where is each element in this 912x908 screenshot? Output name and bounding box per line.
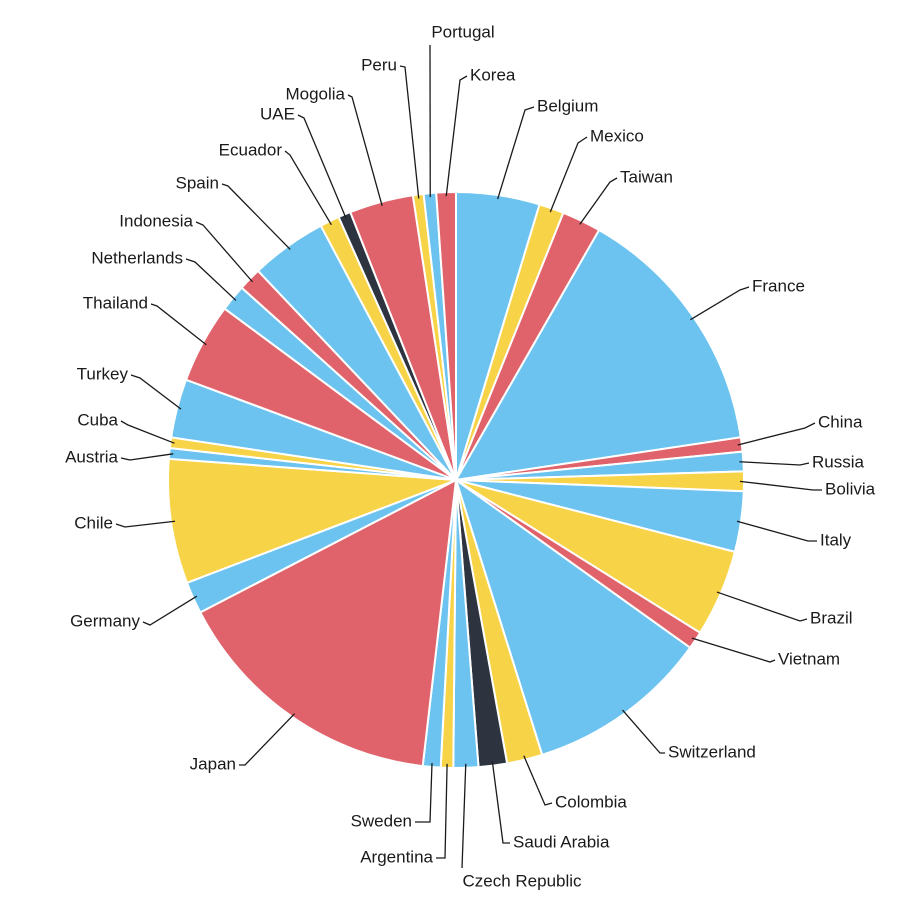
slice-label: Germany: [70, 611, 140, 630]
leader-line: [690, 286, 750, 321]
pie-slice: [198, 478, 458, 768]
slice-label: Thailand: [83, 293, 148, 312]
slice-label: Korea: [470, 65, 516, 84]
slice-label: Argentina: [360, 847, 433, 866]
leader-line: [195, 221, 254, 283]
slice-label: Italy: [820, 530, 852, 549]
leader-line: [579, 177, 618, 225]
leader-line: [491, 761, 510, 844]
leader-line: [716, 591, 808, 622]
leader-line: [297, 114, 347, 219]
slice-label: Saudi Arabia: [513, 832, 610, 851]
leader-line: [120, 453, 174, 461]
leader-line: [739, 480, 822, 491]
slice-label: Mogolia: [285, 84, 345, 103]
slice-label: China: [818, 412, 863, 431]
leader-line: [221, 183, 291, 250]
slice-label: Portugal: [431, 22, 494, 41]
slice-label: Sweden: [351, 811, 412, 830]
leader-line: [150, 303, 207, 346]
slice-label: Colombia: [555, 792, 627, 811]
leader-line: [399, 65, 420, 199]
slice-label: Austria: [65, 447, 118, 466]
slice-label: Belgium: [537, 96, 598, 115]
leader-line: [737, 422, 816, 446]
leader-line: [142, 595, 198, 626]
slice-label: Russia: [812, 452, 865, 471]
slice-label: Chile: [74, 513, 113, 532]
leader-line: [691, 637, 776, 663]
slice-label: Japan: [190, 754, 236, 773]
leader-line: [461, 763, 467, 869]
leader-line: [185, 258, 237, 301]
slice-label: Ecuador: [219, 140, 283, 159]
slice-label: Cuba: [77, 410, 118, 429]
leader-line: [130, 374, 182, 410]
leader-line: [436, 763, 448, 859]
slice-label: Spain: [176, 173, 219, 192]
leader-line: [347, 94, 383, 206]
leader-line: [736, 520, 817, 542]
slice-label: Bolivia: [825, 479, 876, 498]
slice-label: Switzerland: [668, 742, 756, 761]
slice-label: Brazil: [810, 608, 853, 627]
leader-line: [115, 520, 176, 528]
slice-label: Netherlands: [91, 248, 183, 267]
slice-label: Vietnam: [778, 649, 840, 668]
slice-label: Taiwan: [620, 167, 673, 186]
leader-line: [523, 755, 553, 806]
leader-line: [415, 762, 433, 823]
leader-line: [739, 461, 810, 466]
slice-label: UAE: [260, 104, 295, 123]
leader-line: [284, 150, 332, 226]
slice-label: Mexico: [590, 126, 644, 145]
leader-line: [549, 136, 588, 213]
leader-line: [622, 709, 665, 754]
leader-line: [497, 106, 535, 200]
slice-label: France: [752, 276, 805, 295]
slice-label: Peru: [361, 55, 397, 74]
slice-label: Indonesia: [119, 211, 193, 230]
leader-line: [239, 713, 296, 766]
leader-line: [445, 75, 468, 197]
slice-label: Turkey: [77, 364, 129, 383]
leader-line: [120, 420, 175, 444]
slice-label: Czech Republic: [462, 871, 582, 890]
